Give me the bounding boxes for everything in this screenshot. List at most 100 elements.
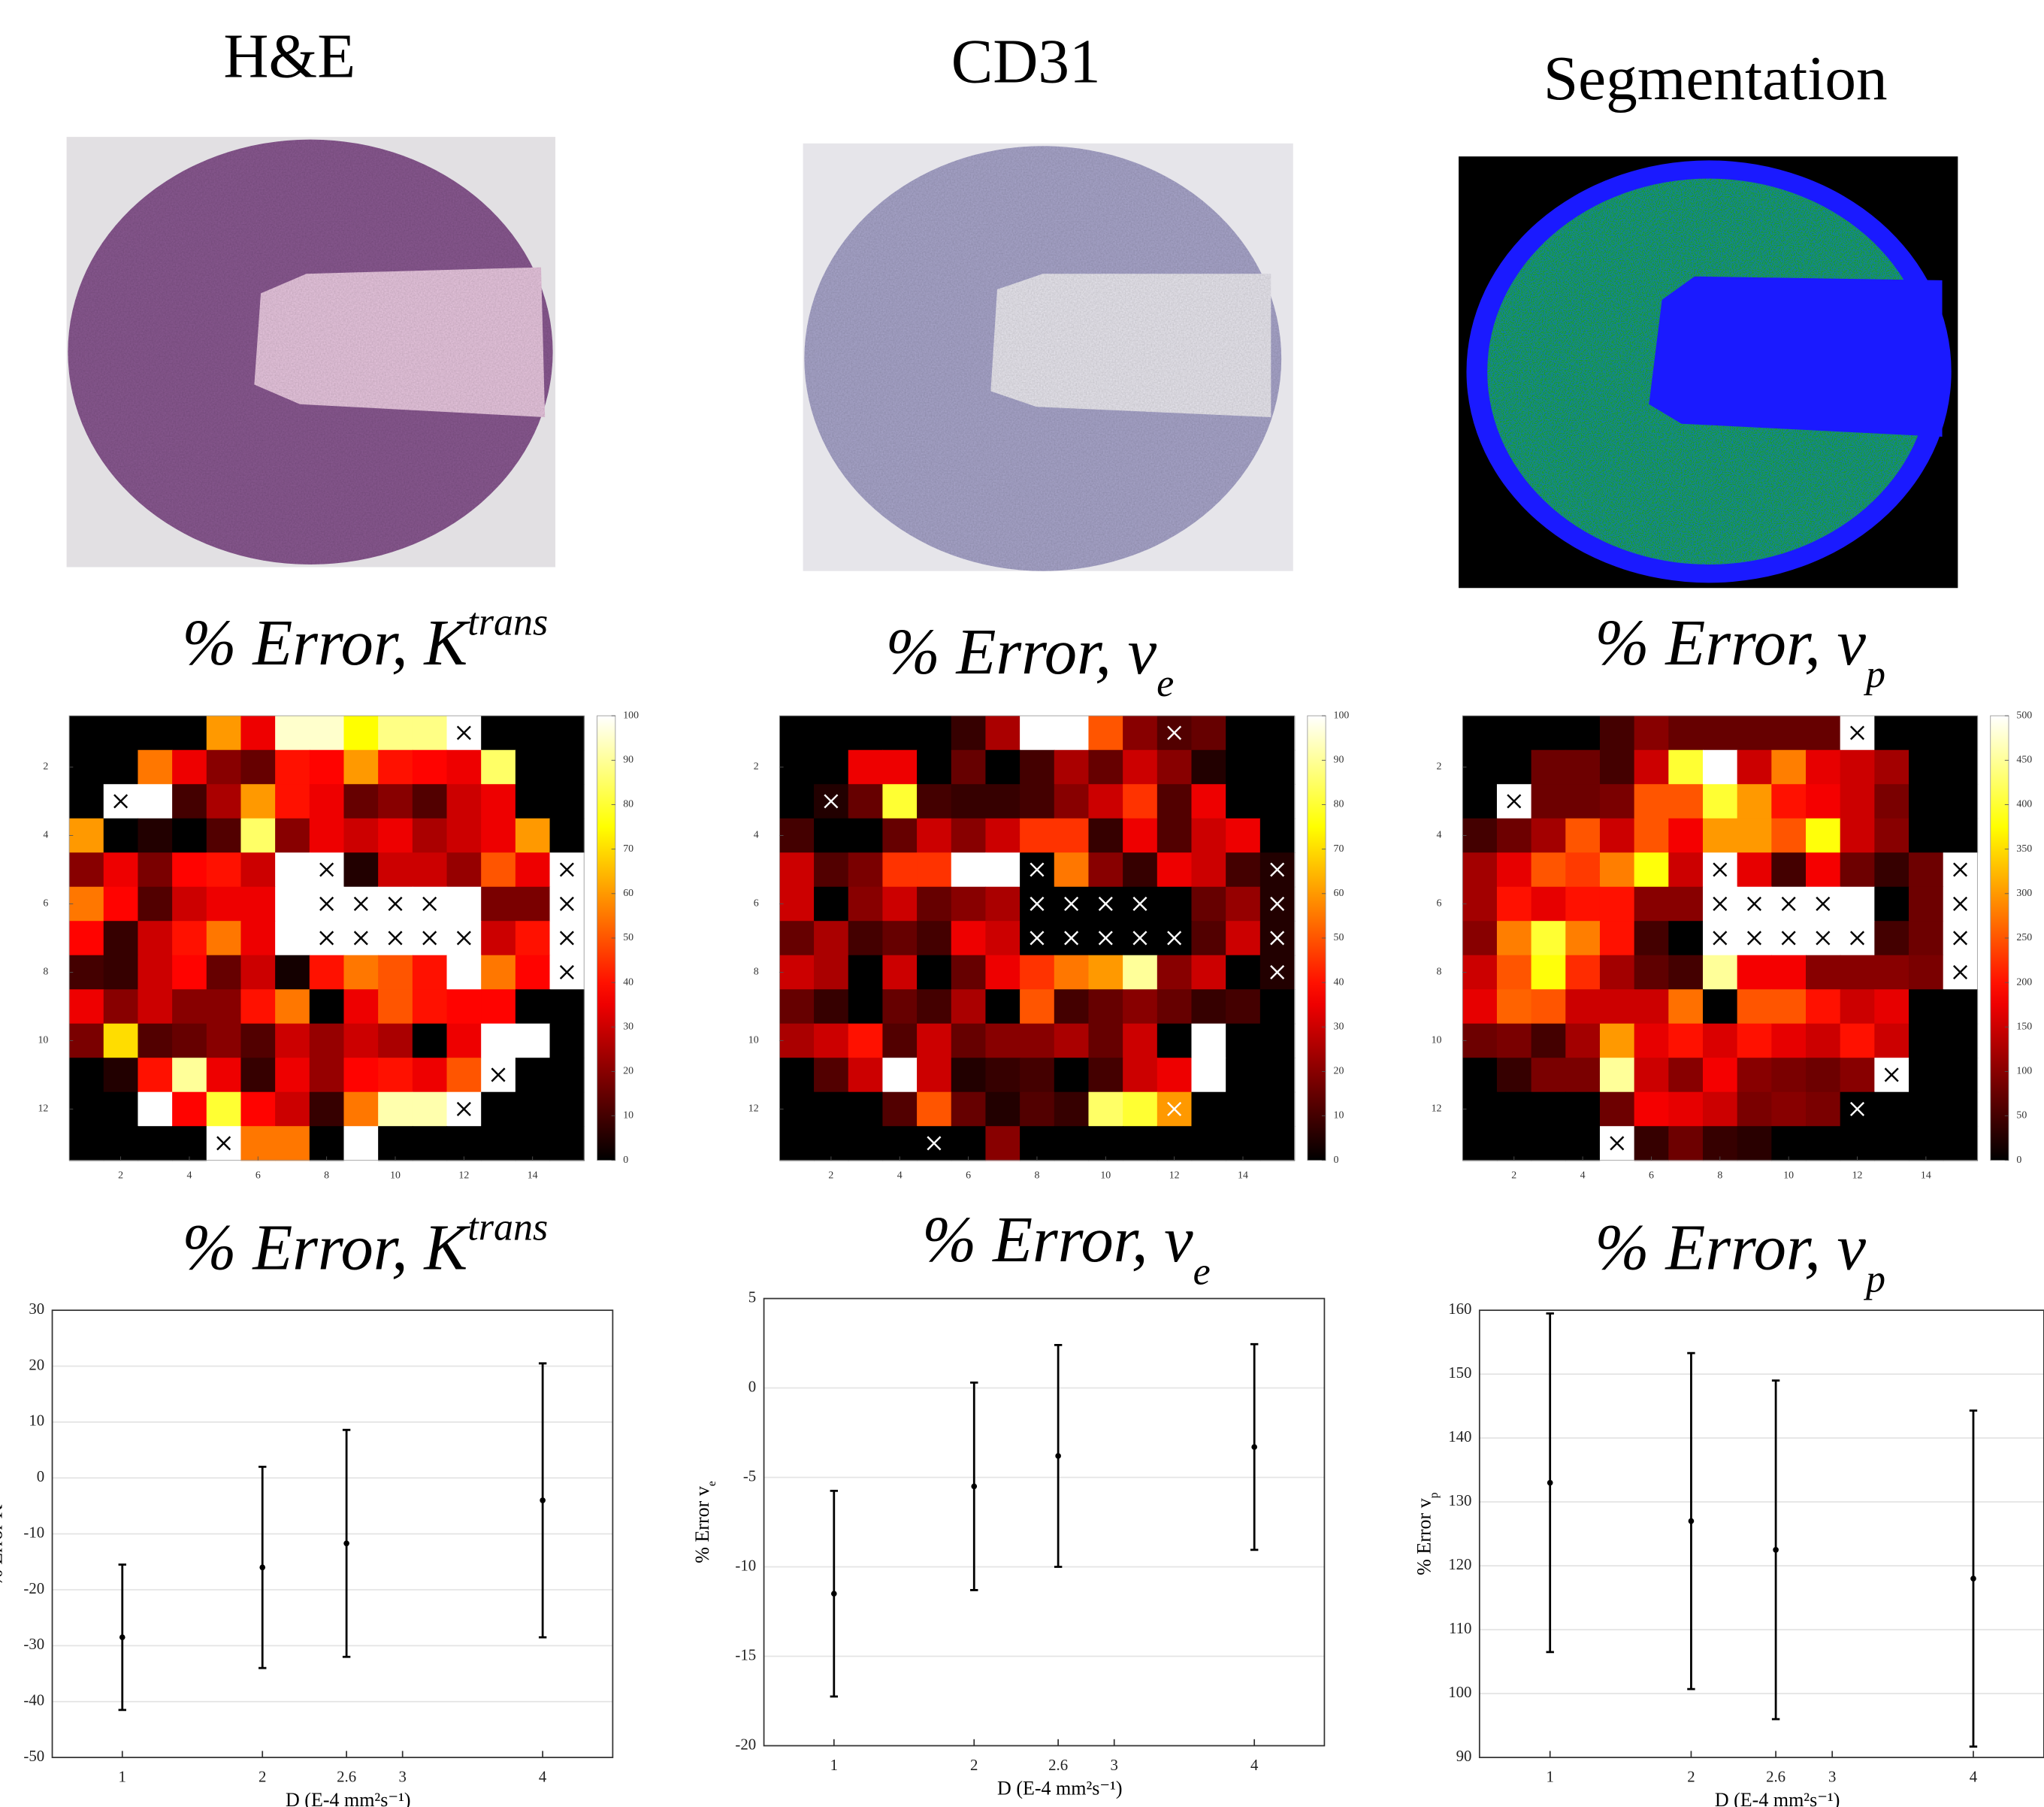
heatmap-cell [1088,716,1123,750]
x-tick-label: 10 [1100,1170,1111,1182]
heatmap-cell [1874,819,1909,853]
heatmap-cell [951,750,986,785]
heatmap-cell [814,1058,848,1092]
heatmap-cell [516,955,550,990]
heatmap-cell [951,784,986,819]
heatmap-cell [1668,1024,1703,1058]
heatmap-cell [985,1058,1020,1092]
heatmap-cell [1531,852,1566,887]
heatmap-cell [240,819,275,853]
heatmap-cell [343,852,378,887]
heatmap-cell [814,750,848,785]
heatmap-cell [1020,716,1054,750]
x-axis-label: D (E-4 mm²s⁻¹) [997,1777,1123,1799]
y-tick-label: -50 [23,1747,44,1765]
heatmap-cell [917,852,951,887]
heatmap-cell [1737,1126,1772,1161]
heatmap-cell [1226,716,1260,750]
y-tick-label: 6 [754,898,759,910]
heatmap-cell [1226,1024,1260,1058]
heatmap-cell [413,1092,447,1127]
heatmap-cell [275,750,310,785]
heatmap-cell [343,1092,378,1127]
heatmap-cell [1123,955,1157,990]
heatmap-cell [1668,819,1703,853]
heatmap-cell [1874,1024,1909,1058]
heatmap-cell [1054,1092,1089,1127]
heatmap-cell [1840,784,1875,819]
x-tick-label: 4 [539,1768,547,1786]
heatmap-cell [69,921,104,955]
point [1773,1547,1779,1553]
heatmap-cell [1497,819,1531,853]
heatmap-cell [1737,955,1772,990]
heatmap-cell [917,1058,951,1092]
colorbar-tick-label: 90 [1334,755,1344,766]
heatmap-cell [779,819,814,853]
colorbar-tick-label: 80 [623,799,633,810]
heatmap-cell [1600,887,1634,922]
heatmap-cell [917,955,951,990]
heatmap-cell [1191,1058,1226,1092]
heatmap-cell [1020,955,1054,990]
title-subscript: e [1157,662,1174,705]
heatmap-cell [1840,887,1875,922]
heatmap-cell [1054,1024,1089,1058]
heatmap-cell [917,750,951,785]
colorbar-tick-label: 60 [1334,888,1344,899]
heatmap-cell [814,989,848,1024]
heatmap-cell [69,1024,104,1058]
heatmap-cell [1909,819,1943,853]
heatmap-cell [481,887,516,922]
heatmap-cell [275,1092,310,1127]
heatmap-cell [275,989,310,1024]
heatmap-cell [516,887,550,922]
heatmap-cell [848,819,883,853]
heatmap-cell [104,1024,138,1058]
heatmap-cell [882,1126,917,1161]
y-tick-label: 12 [1432,1103,1442,1115]
heatmap-cell [985,852,1020,887]
heatmap-cell [1703,1058,1737,1092]
heatmap-cell [1600,819,1634,853]
heatmap-cell [1462,716,1497,750]
heatmap-cell [1088,750,1123,785]
title-subscript: e [1193,1250,1211,1293]
heatmap-cell [1462,1024,1497,1058]
heatmap-cell [1020,784,1054,819]
heatmap-cell [207,819,241,853]
point [119,1634,125,1640]
heatmap-cell [1600,1092,1634,1127]
heatmap-cell [378,1024,413,1058]
title-subscript: p [1428,1492,1441,1498]
heatmap-cell [1260,989,1295,1024]
x-tick-label: 2 [259,1768,266,1786]
point [259,1564,265,1570]
heatmap-cell [138,819,172,853]
heatmap-cell [779,784,814,819]
heatmap-cell [481,955,516,990]
heatmap-cell [1840,1058,1875,1092]
heatmap-cell [138,921,172,955]
heatmap-cell [1909,1024,1943,1058]
heatmap-cell [1531,1058,1566,1092]
heatmap-cell [1771,989,1806,1024]
heatmap-cell [1531,1024,1566,1058]
heatmap-cell [1806,955,1840,990]
heatmap-cell [1531,716,1566,750]
point [1055,1453,1061,1459]
heatmap-cell [69,1092,104,1127]
heatmap-cell [172,989,207,1024]
heatmap-cell [1943,716,1978,750]
heatmap-cell [1565,1092,1600,1127]
title-main: % Error, v [886,616,1157,688]
heatmap-cell [550,989,585,1024]
heatmap-cell [1088,955,1123,990]
x-tick-label: 4 [186,1170,192,1182]
colorbar-tick-label: 0 [623,1155,628,1166]
heatmap-cell [848,887,883,922]
heatmap-cell [447,784,482,819]
heatmap-cell [447,1126,482,1161]
heatmap-cell [985,784,1020,819]
heatmap-cell [1123,1024,1157,1058]
